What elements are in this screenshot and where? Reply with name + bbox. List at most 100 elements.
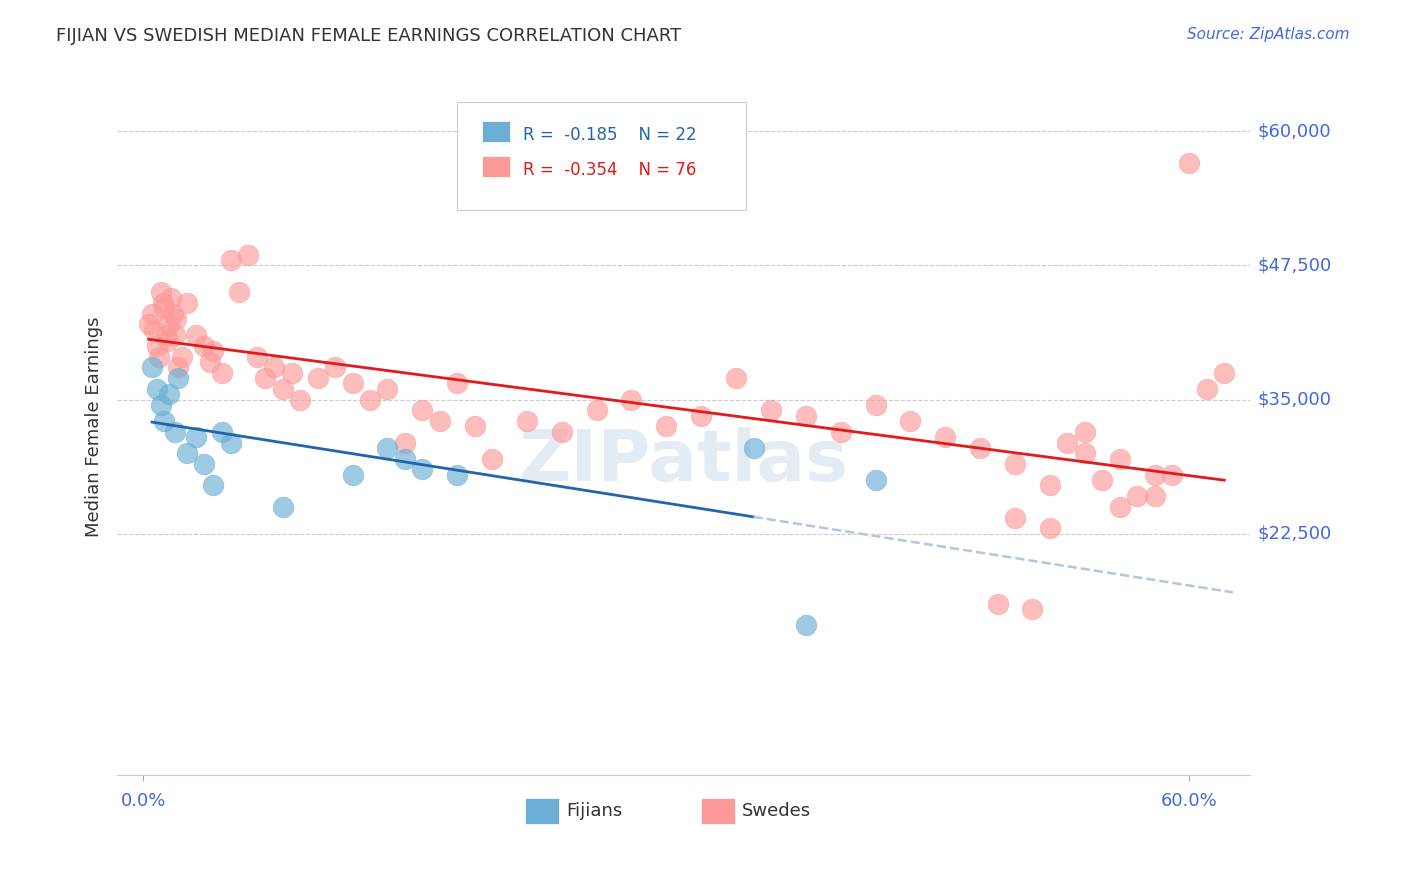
- Point: [184, 328, 207, 343]
- Point: [1039, 478, 1062, 492]
- Point: [193, 339, 215, 353]
- Point: [1195, 382, 1218, 396]
- Point: [1108, 451, 1130, 466]
- Point: [153, 414, 176, 428]
- Point: [1004, 510, 1026, 524]
- Bar: [700, 797, 735, 824]
- Point: [411, 403, 433, 417]
- Point: [1108, 500, 1130, 514]
- Point: [141, 307, 163, 321]
- Point: [152, 296, 174, 310]
- Point: [170, 350, 193, 364]
- Point: [263, 360, 285, 375]
- Text: FIJIAN VS SWEDISH MEDIAN FEMALE EARNINGS CORRELATION CHART: FIJIAN VS SWEDISH MEDIAN FEMALE EARNINGS…: [56, 27, 682, 45]
- Point: [1126, 489, 1149, 503]
- Bar: [482, 156, 510, 178]
- Text: Swedes: Swedes: [741, 802, 811, 820]
- Point: [159, 387, 181, 401]
- Point: [446, 467, 468, 482]
- Text: $47,500: $47,500: [1257, 256, 1331, 275]
- Point: [162, 307, 184, 321]
- Point: [1213, 366, 1236, 380]
- Text: R =  -0.354    N = 76: R = -0.354 N = 76: [523, 161, 696, 179]
- Point: [290, 392, 312, 407]
- Point: [198, 355, 221, 369]
- Text: R =  -0.185    N = 22: R = -0.185 N = 22: [523, 127, 696, 145]
- Point: [149, 398, 172, 412]
- Point: [1021, 602, 1043, 616]
- Point: [159, 318, 181, 332]
- Text: $22,500: $22,500: [1257, 524, 1331, 543]
- Point: [1004, 457, 1026, 471]
- Point: [690, 409, 713, 423]
- Point: [1074, 425, 1097, 439]
- Y-axis label: Median Female Earnings: Median Female Earnings: [86, 316, 103, 537]
- Point: [138, 318, 160, 332]
- Point: [620, 392, 643, 407]
- Point: [865, 398, 887, 412]
- Text: ZIPatlas: ZIPatlas: [519, 426, 849, 496]
- Text: $60,000: $60,000: [1257, 122, 1331, 140]
- Point: [742, 441, 765, 455]
- Point: [794, 409, 817, 423]
- Point: [1074, 446, 1097, 460]
- Point: [163, 328, 186, 343]
- Point: [228, 285, 250, 300]
- Point: [202, 478, 225, 492]
- Point: [987, 597, 1010, 611]
- Point: [211, 366, 233, 380]
- Point: [323, 360, 346, 375]
- Point: [900, 414, 922, 428]
- Point: [271, 500, 294, 514]
- Point: [359, 392, 381, 407]
- Point: [725, 371, 748, 385]
- Point: [1143, 489, 1166, 503]
- Point: [794, 618, 817, 632]
- Point: [830, 425, 852, 439]
- Point: [271, 382, 294, 396]
- Point: [155, 328, 177, 343]
- Point: [149, 285, 172, 300]
- Point: [246, 350, 269, 364]
- Point: [176, 446, 198, 460]
- Point: [516, 414, 538, 428]
- Point: [934, 430, 956, 444]
- Point: [1161, 467, 1184, 482]
- Point: [307, 371, 329, 385]
- Point: [411, 462, 433, 476]
- Point: [148, 350, 170, 364]
- Point: [141, 360, 163, 375]
- Point: [160, 291, 183, 305]
- Point: [236, 247, 259, 261]
- Point: [219, 435, 242, 450]
- Point: [585, 403, 607, 417]
- Point: [1143, 467, 1166, 482]
- Point: [1091, 473, 1114, 487]
- Point: [166, 312, 188, 326]
- Point: [1039, 521, 1062, 535]
- Point: [446, 376, 468, 391]
- Point: [481, 451, 503, 466]
- Point: [146, 339, 169, 353]
- Point: [551, 425, 574, 439]
- Point: [865, 473, 887, 487]
- Point: [193, 457, 215, 471]
- Bar: [526, 797, 560, 824]
- Point: [464, 419, 486, 434]
- Point: [342, 467, 364, 482]
- Point: [142, 323, 165, 337]
- Text: Source: ZipAtlas.com: Source: ZipAtlas.com: [1187, 27, 1350, 42]
- Point: [377, 382, 399, 396]
- Point: [146, 382, 169, 396]
- Point: [394, 451, 416, 466]
- Text: Fijians: Fijians: [567, 802, 623, 820]
- Point: [429, 414, 451, 428]
- Point: [1056, 435, 1078, 450]
- Point: [969, 441, 991, 455]
- Point: [655, 419, 678, 434]
- Point: [342, 376, 364, 391]
- Point: [202, 344, 225, 359]
- Bar: [482, 121, 510, 143]
- Point: [153, 301, 176, 316]
- Point: [184, 430, 207, 444]
